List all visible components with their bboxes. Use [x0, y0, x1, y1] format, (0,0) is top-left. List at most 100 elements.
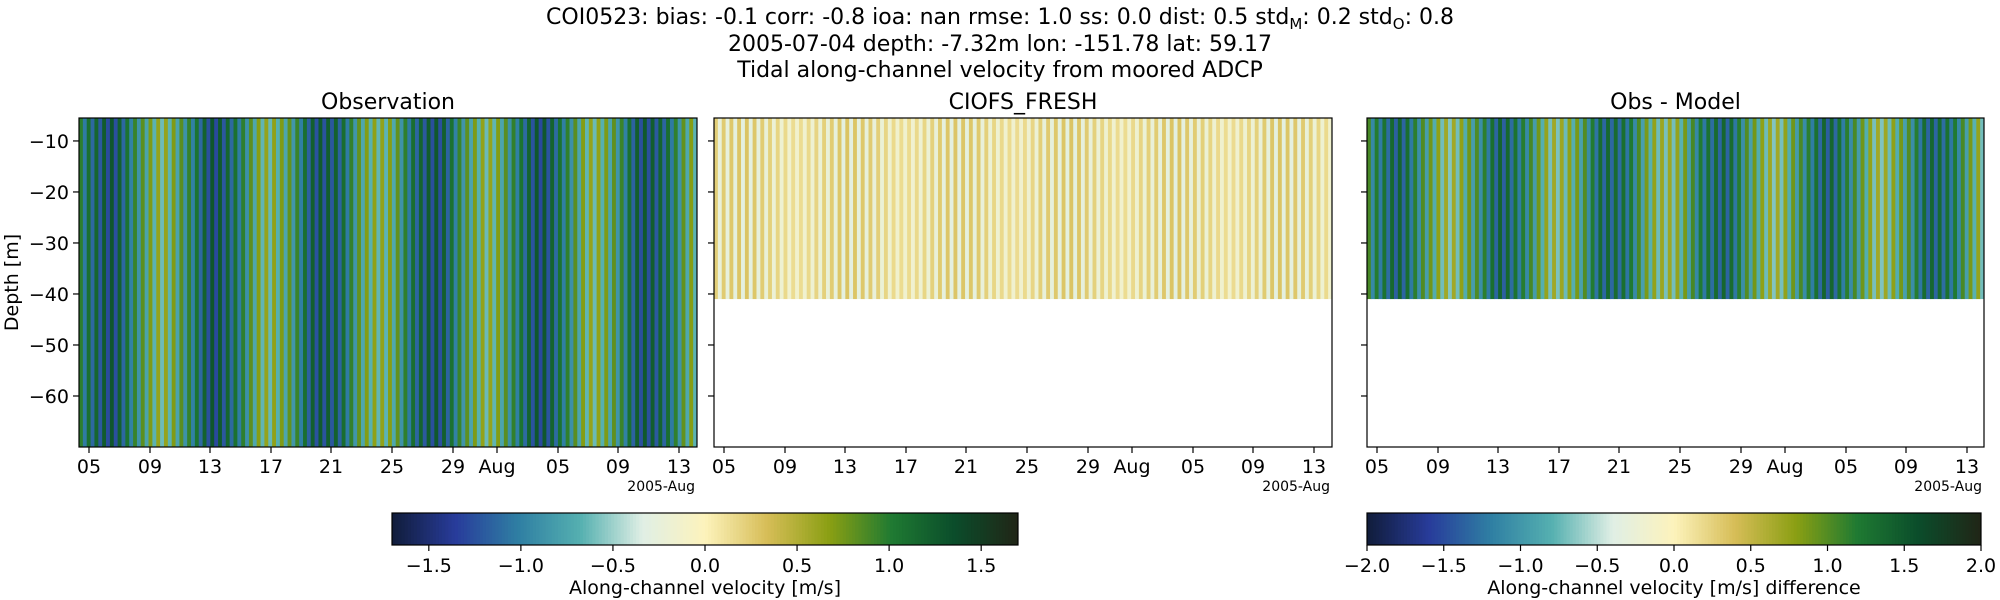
- plot-frame: [713, 117, 1333, 448]
- x-tick-label: 21: [954, 456, 978, 478]
- x-tick-label: 13: [1486, 456, 1510, 478]
- heatmap-cell: [721, 118, 726, 300]
- heatmap-cell: [779, 118, 784, 300]
- heatmap-cell: [992, 118, 997, 300]
- heatmap-cell: [596, 118, 601, 447]
- heatmap-cell: [1744, 118, 1750, 300]
- colorbar-segment: [1677, 513, 1681, 545]
- heatmap-cell: [689, 118, 694, 447]
- heatmap-cell: [737, 118, 742, 300]
- heatmap-cell: [1474, 118, 1480, 300]
- heatmap-cell: [1845, 118, 1850, 300]
- colorbar-segment: [1600, 513, 1604, 545]
- heatmap-cell: [546, 118, 551, 447]
- velocity-colorbar: −1.5 −1.0 −0.5 0.0 0.5 1.0 1.5 Along-channel ve…: [391, 512, 1019, 599]
- colorbar-segment: [1581, 513, 1586, 545]
- colorbar-segment: [404, 513, 409, 545]
- heatmap-cell: [1111, 118, 1117, 300]
- colorbar-segment: [1763, 513, 1767, 545]
- colorbar-segment: [1747, 513, 1752, 545]
- colorbar-segment: [1631, 513, 1635, 545]
- colorbar-segment: [435, 513, 440, 545]
- heatmap-cell: [1960, 118, 1966, 300]
- colorbar-segment: [695, 513, 700, 545]
- colorbar-segment: [814, 513, 819, 545]
- heatmap-cell: [1142, 118, 1147, 300]
- heatmap-cell: [1652, 118, 1657, 300]
- colorbar-segment: [539, 513, 543, 545]
- heatmap-cell: [604, 118, 609, 447]
- heatmap-cell: [550, 118, 555, 447]
- heatmap-cell: [837, 118, 842, 300]
- colorbar-segment: [924, 513, 928, 545]
- heatmap-cell: [1061, 118, 1066, 300]
- heatmap-cell: [561, 118, 567, 447]
- colorbar-segment: [908, 513, 913, 545]
- heatmap-cell: [926, 118, 931, 300]
- colorbar-segment: [783, 513, 787, 545]
- colorbar-segment: [1508, 513, 1512, 545]
- heatmap-cell: [600, 118, 605, 447]
- heatmap-cell: [1621, 118, 1626, 300]
- heatmap-cell: [442, 118, 447, 447]
- colorbar-segment: [1759, 513, 1764, 545]
- heatmap-cell: [864, 118, 869, 300]
- colorbar-segment: [1753, 513, 1758, 545]
- heatmap-cell: [472, 118, 478, 447]
- colorbar-segment: [883, 513, 888, 545]
- colorbar-segment: [986, 513, 991, 545]
- heatmap-cell: [957, 118, 962, 300]
- heatmap-cell: [1829, 118, 1835, 300]
- colorbar-segment: [996, 513, 1000, 545]
- colorbar-segment: [1744, 513, 1749, 545]
- heatmap-cell: [1513, 118, 1518, 300]
- colorbar-segment: [473, 513, 478, 545]
- heatmap-cell: [1463, 118, 1468, 300]
- colorbar-segment: [417, 513, 421, 545]
- colorbar-segment: [827, 513, 831, 545]
- heatmap-cell: [717, 118, 723, 300]
- colorbar-segment: [1514, 513, 1518, 545]
- colorbar-tick-label: 1.0: [1812, 555, 1842, 577]
- colorbar-segment: [874, 513, 878, 545]
- heatmap-cell: [1304, 118, 1310, 300]
- colorbar-segment: [992, 513, 997, 545]
- heatmap-cell: [1057, 118, 1063, 300]
- heatmap-cell: [1860, 118, 1865, 300]
- heatmap-cell: [384, 118, 389, 447]
- heatmap-cell: [810, 118, 815, 300]
- heatmap-cell: [237, 118, 242, 447]
- heatmap-cell: [876, 118, 881, 300]
- heatmap-cell: [1717, 118, 1723, 300]
- heatmap-cell: [291, 118, 296, 447]
- heatmap-cell: [1914, 118, 1919, 300]
- colorbar-segment: [892, 513, 897, 545]
- heatmap-cell: [1266, 118, 1271, 300]
- heatmap-cell: [1864, 118, 1869, 300]
- colorbar-segment: [1821, 513, 1825, 545]
- colorbar-segment: [579, 513, 584, 545]
- heatmap-cell: [1367, 118, 1372, 300]
- colorbar-segment: [980, 513, 985, 545]
- colorbar-segment: [1683, 513, 1687, 545]
- heatmap-cell: [1980, 118, 1985, 300]
- heatmap-cell: [1455, 118, 1460, 300]
- colorbar-segment: [460, 513, 465, 545]
- x-tick-label: 21: [319, 456, 343, 478]
- heatmap-cell: [345, 118, 350, 447]
- x-tick-label: 29: [1729, 456, 1753, 478]
- heatmap-cell: [1413, 118, 1418, 300]
- colorbar-segment: [607, 513, 612, 545]
- colorbar-segment: [1861, 513, 1865, 545]
- heatmap-cell: [1274, 118, 1279, 300]
- heatmap-cell: [1525, 118, 1530, 300]
- colorbar-segment: [1750, 513, 1755, 545]
- heatmap-cell: [1127, 118, 1132, 300]
- heatmap-cell: [1285, 118, 1290, 300]
- colorbar-segment: [1526, 513, 1531, 545]
- x-tick-label: 09: [1241, 456, 1265, 478]
- heatmap-cell: [1590, 118, 1595, 300]
- heatmap-cell: [372, 118, 377, 447]
- colorbar-segment: [654, 513, 659, 545]
- heatmap-cell: [492, 118, 497, 447]
